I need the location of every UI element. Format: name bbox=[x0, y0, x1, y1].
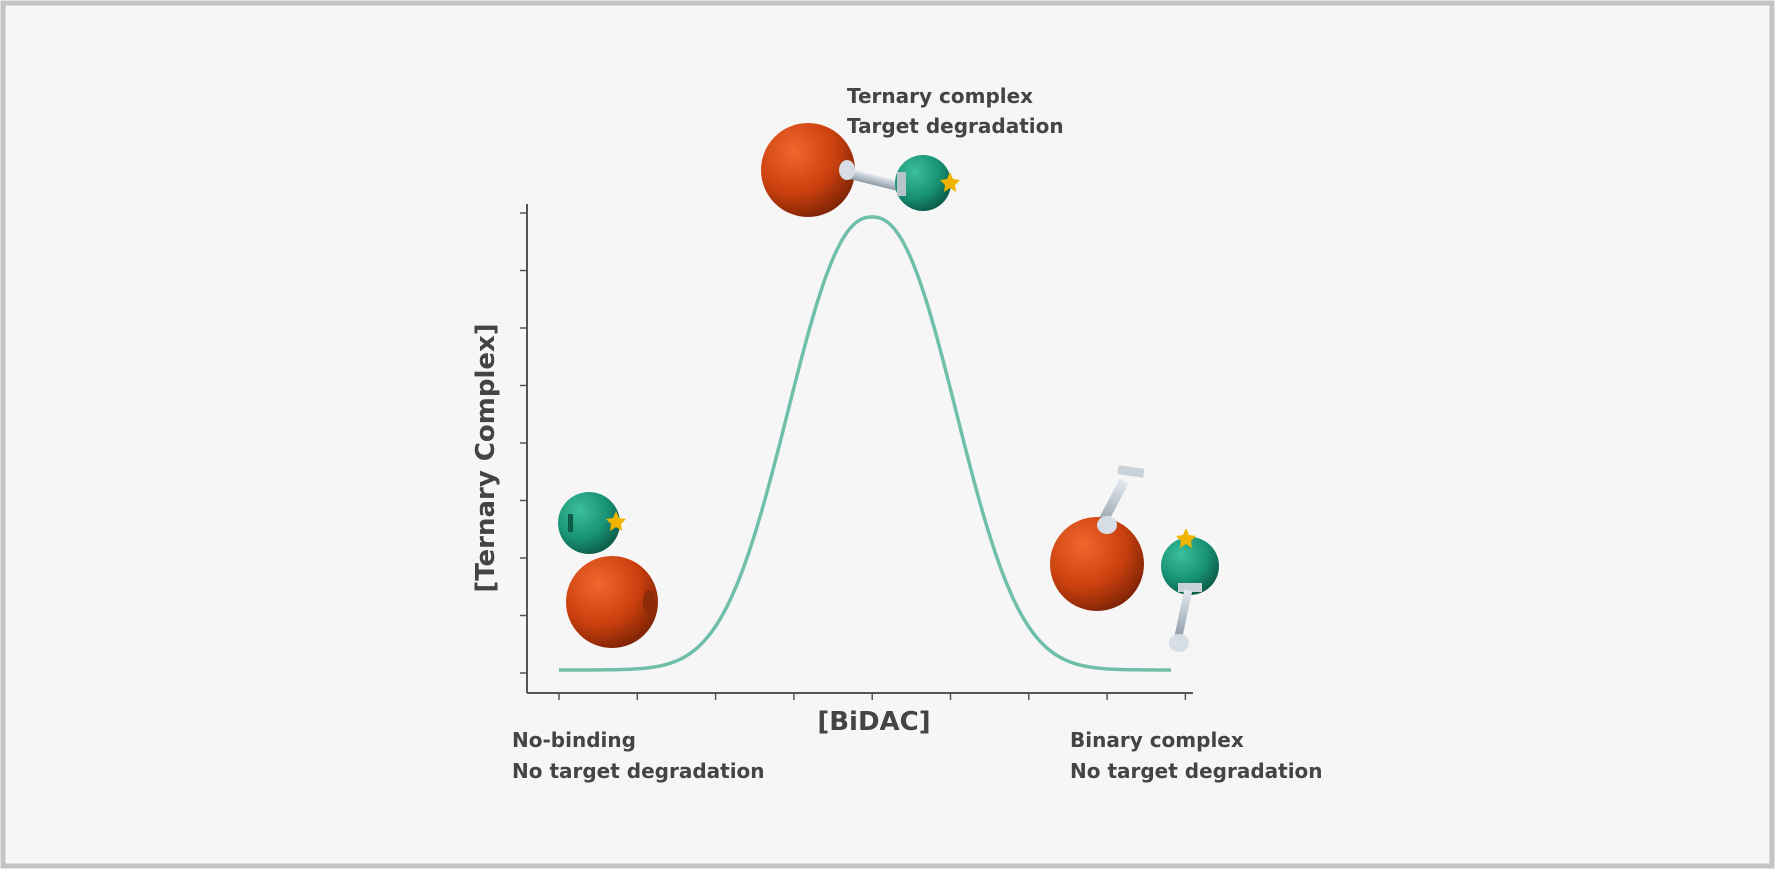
annotation: No target degradation bbox=[512, 759, 765, 783]
annotation: No target degradation bbox=[1070, 759, 1323, 783]
ternary-complex-illustration bbox=[761, 123, 960, 217]
curve bbox=[559, 215, 1171, 672]
binary-complex-illustration bbox=[1050, 465, 1219, 652]
y-axis-label: [Ternary Complex] bbox=[471, 323, 501, 592]
annotation: No-binding bbox=[512, 728, 636, 752]
axes bbox=[520, 204, 1193, 700]
annotation: Ternary complex bbox=[847, 84, 1033, 108]
x-axis-label: [BiDAC] bbox=[817, 707, 930, 737]
no-binding-illustration bbox=[558, 492, 658, 648]
annotation: Binary complex bbox=[1070, 728, 1244, 752]
annotation: Target degradation bbox=[847, 114, 1064, 138]
